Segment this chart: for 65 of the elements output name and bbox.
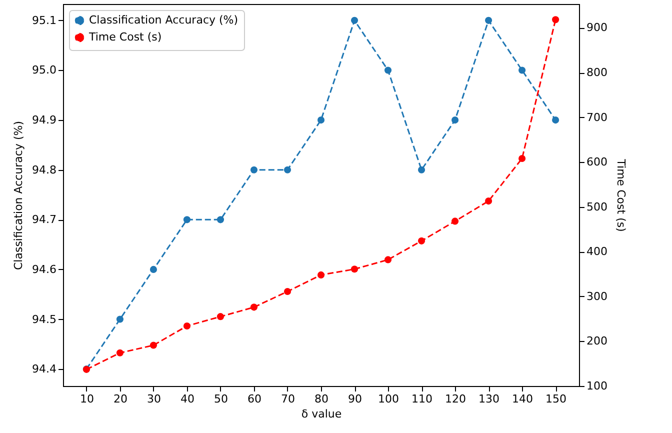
point: [284, 166, 292, 174]
x-tick-label: 120: [445, 392, 466, 406]
y-tick-label: 95.1: [32, 14, 56, 27]
point: [116, 349, 124, 356]
point: [317, 116, 325, 124]
point: [350, 266, 358, 273]
x-tick-label: 70: [280, 392, 295, 406]
point: [317, 271, 325, 278]
x-tick-label: 80: [314, 392, 328, 406]
point: [350, 16, 358, 24]
y2-tick-label: 900: [586, 21, 608, 34]
y2-tick-label: 600: [586, 156, 608, 169]
point: [216, 216, 224, 224]
y-tick-label: 94.7: [32, 213, 56, 226]
point: [116, 316, 124, 323]
x-tick-label: 140: [512, 392, 534, 406]
x-tick-label: 130: [478, 392, 500, 406]
point: [518, 154, 526, 162]
point: [216, 313, 224, 320]
x-tick-label: 90: [348, 392, 362, 406]
point: [384, 256, 392, 264]
point: [384, 66, 392, 74]
x-tick-label: 60: [247, 392, 262, 406]
x-tick-label: 110: [412, 392, 433, 406]
point: [284, 288, 292, 296]
point: [183, 216, 191, 224]
y2-axis-title: Time Cost (s): [614, 158, 628, 232]
point: [484, 198, 492, 205]
point: [150, 266, 158, 273]
y-tick-label: 94.8: [32, 163, 56, 176]
y2-tick-label: 800: [586, 66, 608, 80]
y-tick-label: 94.5: [32, 312, 56, 326]
point: [552, 16, 560, 24]
point: [250, 166, 258, 174]
y2-tick-label: 700: [586, 110, 608, 124]
point: [451, 218, 459, 225]
point: [418, 237, 426, 244]
x-tick-label: 40: [180, 392, 194, 406]
y2-tick-label: 400: [586, 245, 608, 258]
x-tick-label: 10: [80, 392, 94, 406]
point: [150, 342, 158, 349]
y2-tick-label: 200: [586, 334, 608, 348]
point: [183, 322, 191, 330]
point: [250, 304, 258, 311]
point: [484, 16, 492, 24]
point: [552, 116, 560, 124]
x-tick-label: 150: [546, 392, 567, 406]
x-tick-label: 100: [378, 392, 400, 406]
y-tick-label: 94.4: [32, 362, 56, 376]
x-tick-label: 30: [146, 392, 161, 406]
y-tick-label: 94.6: [32, 262, 56, 276]
x-axis-title: δ value: [301, 408, 342, 420]
y-tick-label: 94.9: [32, 114, 56, 127]
point: [451, 116, 459, 124]
y2-tick-label: 100: [586, 380, 608, 392]
x-tick-label: 50: [214, 392, 228, 406]
y-tick-label: 95.0: [32, 64, 56, 77]
point: [418, 166, 426, 174]
legend-label: Time Cost (s): [88, 30, 162, 44]
point: [518, 66, 526, 74]
x-tick-label: 20: [113, 392, 128, 406]
y2-tick-label: 500: [586, 200, 608, 214]
legend-label: Classification Accuracy (%): [89, 14, 238, 26]
y-axis-title: Classification Accuracy (%): [12, 120, 26, 270]
y2-tick-label: 300: [586, 290, 608, 303]
